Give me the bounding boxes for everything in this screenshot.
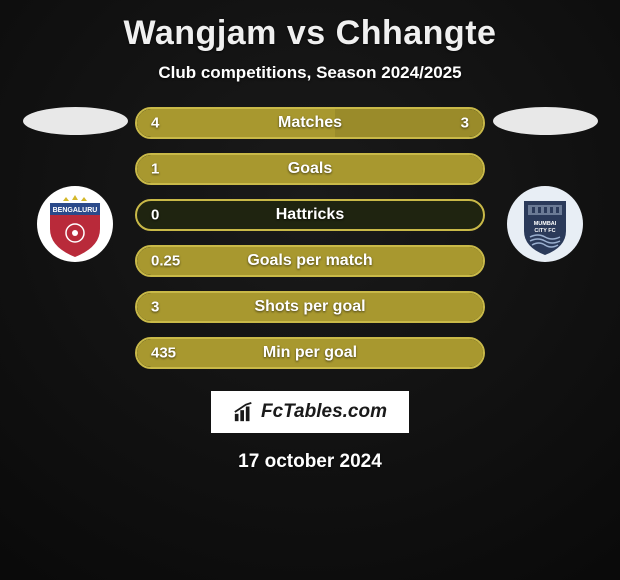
team2-crest: MUMBAI CITY FC: [506, 185, 584, 263]
brand-box: FcTables.com: [211, 391, 409, 433]
stat-row: 435Min per goal: [135, 337, 485, 369]
stat-label: Goals: [137, 160, 483, 178]
stat-label: Shots per goal: [137, 298, 483, 316]
team1-crest: BENGALURU: [36, 185, 114, 263]
svg-text:MUMBAI: MUMBAI: [534, 221, 557, 227]
title-vs: vs: [287, 14, 326, 52]
stat-row: 0.25Goals per match: [135, 245, 485, 277]
title-player1: Wangjam: [124, 14, 277, 52]
title-player2: Chhangte: [336, 14, 497, 52]
stat-row: 0Hattricks: [135, 199, 485, 231]
stat-stack: 43Matches 1Goals 0Hattricks 0.25Goals per m…: [135, 107, 485, 369]
stat-label: Matches: [137, 114, 483, 132]
stat-row: 3Shots per goal: [135, 291, 485, 323]
player2-avatar-placeholder: [493, 107, 598, 135]
stat-label: Hattricks: [137, 206, 483, 224]
svg-text:CITY FC: CITY FC: [534, 228, 555, 234]
brand-chart-icon: [233, 401, 255, 423]
content-root: Wangjam vs Chhangte Club competitions, S…: [0, 0, 620, 580]
subtitle: Club competitions, Season 2024/2025: [158, 63, 461, 83]
date-label: 17 october 2024: [238, 451, 382, 473]
page-title: Wangjam vs Chhangte: [124, 14, 497, 53]
stat-row: 1Goals: [135, 153, 485, 185]
stat-row: 43Matches: [135, 107, 485, 139]
right-side: MUMBAI CITY FC: [485, 107, 605, 263]
player1-avatar-placeholder: [23, 107, 128, 135]
comparison-arena: BENGALURU 43Matches 1Goals 0Hattricks 0.25G…: [0, 107, 620, 369]
left-side: BENGALURU: [15, 107, 135, 263]
stat-label: Goals per match: [137, 252, 483, 270]
brand-label: FcTables.com: [261, 401, 387, 423]
svg-text:BENGALURU: BENGALURU: [53, 207, 98, 214]
stat-label: Min per goal: [137, 344, 483, 362]
